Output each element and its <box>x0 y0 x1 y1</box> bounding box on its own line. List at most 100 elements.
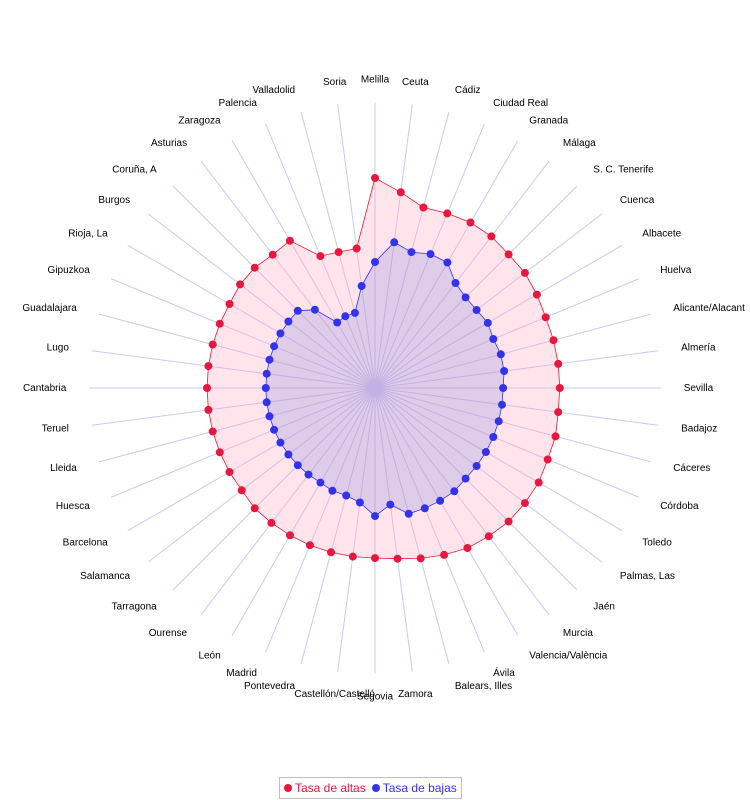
data-point[interactable] <box>334 248 343 257</box>
data-point[interactable] <box>265 412 274 421</box>
data-point[interactable] <box>499 384 508 392</box>
data-point[interactable] <box>500 367 509 375</box>
data-point[interactable] <box>268 250 277 259</box>
data-point[interactable] <box>237 486 246 495</box>
data-point[interactable] <box>426 250 435 259</box>
data-point[interactable] <box>215 319 224 328</box>
data-point[interactable] <box>440 550 449 559</box>
data-point[interactable] <box>371 258 379 266</box>
data-point[interactable] <box>208 340 217 349</box>
data-point[interactable] <box>350 308 359 317</box>
data-point[interactable] <box>487 232 496 241</box>
data-point[interactable] <box>333 318 342 327</box>
data-point[interactable] <box>461 293 470 302</box>
data-point[interactable] <box>348 552 357 561</box>
data-point[interactable] <box>371 174 379 182</box>
data-point[interactable] <box>466 218 475 227</box>
data-point[interactable] <box>463 544 472 552</box>
data-point[interactable] <box>541 313 550 322</box>
data-point[interactable] <box>215 448 224 457</box>
data-point[interactable] <box>450 487 459 496</box>
data-point[interactable] <box>483 318 492 327</box>
data-point[interactable] <box>204 362 213 371</box>
data-point[interactable] <box>293 461 302 470</box>
data-point[interactable] <box>498 400 506 409</box>
data-point[interactable] <box>327 548 335 557</box>
data-point[interactable] <box>555 384 564 392</box>
data-point[interactable] <box>286 531 294 540</box>
data-point[interactable] <box>265 355 274 364</box>
data-point[interactable] <box>270 425 279 434</box>
data-point[interactable] <box>494 417 503 426</box>
data-point[interactable] <box>489 335 498 343</box>
data-point[interactable] <box>316 478 325 487</box>
data-point[interactable] <box>341 312 350 321</box>
data-point[interactable] <box>262 398 271 407</box>
data-point[interactable] <box>443 209 452 218</box>
data-point[interactable] <box>342 491 351 500</box>
data-point[interactable] <box>472 306 481 314</box>
data-point[interactable] <box>396 188 405 197</box>
data-point[interactable] <box>443 258 452 267</box>
data-point[interactable] <box>270 342 279 351</box>
data-point[interactable] <box>225 300 234 308</box>
data-point[interactable] <box>534 478 543 487</box>
data-point[interactable] <box>554 359 563 368</box>
data-point[interactable] <box>484 532 493 541</box>
data-point[interactable] <box>284 450 293 459</box>
data-point[interactable] <box>451 279 460 287</box>
data-point[interactable] <box>267 518 276 527</box>
data-point[interactable] <box>489 433 498 441</box>
data-point[interactable] <box>316 252 325 261</box>
data-point[interactable] <box>262 369 271 378</box>
data-point[interactable] <box>285 236 294 245</box>
data-point[interactable] <box>276 329 285 338</box>
data-point[interactable] <box>305 541 314 550</box>
data-point[interactable] <box>208 427 217 436</box>
data-point[interactable] <box>543 455 552 464</box>
data-point[interactable] <box>390 238 399 247</box>
data-point[interactable] <box>371 512 379 521</box>
data-point[interactable] <box>393 554 402 563</box>
data-point[interactable] <box>250 504 259 513</box>
data-point[interactable] <box>352 244 361 253</box>
data-point[interactable] <box>225 468 234 476</box>
data-point[interactable] <box>310 305 319 314</box>
data-point[interactable] <box>496 350 505 359</box>
data-point[interactable] <box>236 280 245 289</box>
data-point[interactable] <box>284 317 293 326</box>
data-point[interactable] <box>371 554 379 563</box>
data-point[interactable] <box>420 504 429 513</box>
data-point[interactable] <box>416 554 425 563</box>
data-point[interactable] <box>261 384 270 392</box>
data-point[interactable] <box>520 499 529 508</box>
data-point[interactable] <box>293 306 302 315</box>
data-point[interactable] <box>554 408 563 417</box>
data-point[interactable] <box>419 203 428 212</box>
data-point[interactable] <box>532 290 541 299</box>
legend-item-bajas[interactable]: Tasa de bajas <box>371 781 457 795</box>
data-point[interactable] <box>355 498 364 507</box>
data-point[interactable] <box>357 282 366 290</box>
legend-item-altas[interactable]: Tasa de altas <box>284 781 366 795</box>
data-point[interactable] <box>436 496 445 505</box>
data-point[interactable] <box>404 509 413 518</box>
data-point[interactable] <box>461 474 470 483</box>
data-point[interactable] <box>276 438 285 447</box>
data-point[interactable] <box>551 432 560 441</box>
data-point[interactable] <box>203 384 211 392</box>
data-point[interactable] <box>386 500 395 509</box>
data-point[interactable] <box>328 486 337 495</box>
legend: Tasa de altas Tasa de bajas <box>279 777 462 799</box>
data-point[interactable] <box>549 336 558 345</box>
data-point[interactable] <box>407 248 416 257</box>
data-point[interactable] <box>204 405 213 414</box>
data-point[interactable] <box>481 448 490 456</box>
data-point[interactable] <box>304 470 313 479</box>
data-point[interactable] <box>472 462 481 470</box>
data-point[interactable] <box>520 268 529 277</box>
data-point[interactable] <box>504 250 513 259</box>
category-label: Castellón/Castelló <box>294 689 375 700</box>
data-point[interactable] <box>250 263 259 272</box>
data-point[interactable] <box>504 517 513 526</box>
